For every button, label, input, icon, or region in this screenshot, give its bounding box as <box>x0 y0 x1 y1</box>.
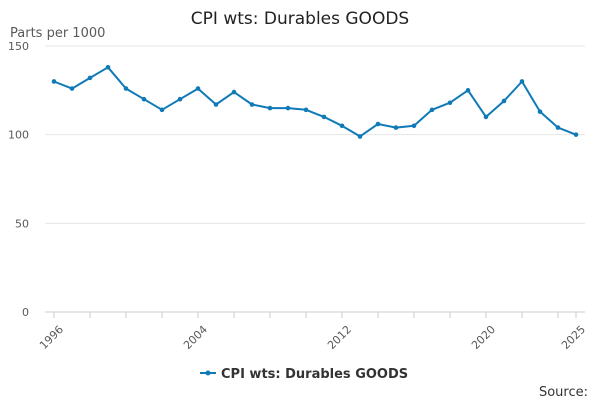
data-point <box>141 96 147 102</box>
legend-swatch-marker <box>205 370 211 376</box>
data-point <box>573 132 579 137</box>
data-point <box>51 79 57 84</box>
series-layer <box>51 64 579 139</box>
data-point <box>411 123 417 129</box>
x-tick-label: 1996 <box>37 323 66 352</box>
legend[interactable]: CPI wts: Durables GOODS <box>200 367 408 382</box>
data-point <box>519 79 525 84</box>
x-axis: 1996 2004 2012 2020 2025 <box>37 312 588 352</box>
legend-label: CPI wts: Durables GOODS <box>221 367 408 382</box>
data-point <box>69 86 75 91</box>
data-point <box>195 86 201 91</box>
data-point <box>555 125 561 130</box>
data-point <box>213 102 219 107</box>
x-tick-label: 2004 <box>181 323 210 352</box>
data-point <box>483 114 489 120</box>
x-tick-label: 2012 <box>325 323 354 352</box>
source-label: Source: <box>539 385 588 400</box>
x-tick-label: 2025 <box>559 323 588 352</box>
data-point <box>105 64 111 70</box>
x-tick-label: 2020 <box>469 323 498 352</box>
data-point <box>393 125 399 130</box>
y-tick-label: 150 <box>8 40 29 53</box>
series-line <box>53 66 577 138</box>
y-tick-label: 100 <box>8 129 29 142</box>
chart-title: CPI wts: Durables GOODS <box>191 9 409 29</box>
data-point <box>123 86 129 91</box>
data-point <box>339 123 345 129</box>
data-point <box>429 107 435 113</box>
y-axis-label: Parts per 1000 <box>10 26 105 41</box>
data-point <box>447 100 453 106</box>
data-point <box>249 102 255 107</box>
data-point <box>303 107 309 113</box>
data-point <box>357 134 363 139</box>
data-point <box>501 98 507 104</box>
data-point <box>267 105 273 111</box>
gridlines: 0 50 100 150 <box>8 40 585 319</box>
y-tick-label: 0 <box>22 306 29 319</box>
data-point <box>465 88 471 93</box>
data-point <box>537 109 543 114</box>
data-point <box>159 107 165 113</box>
data-point <box>321 114 327 120</box>
data-point <box>87 75 93 81</box>
data-point <box>177 96 183 102</box>
data-point <box>285 105 291 111</box>
data-point <box>375 121 381 127</box>
y-tick-label: 50 <box>15 217 29 230</box>
data-point <box>231 89 237 95</box>
